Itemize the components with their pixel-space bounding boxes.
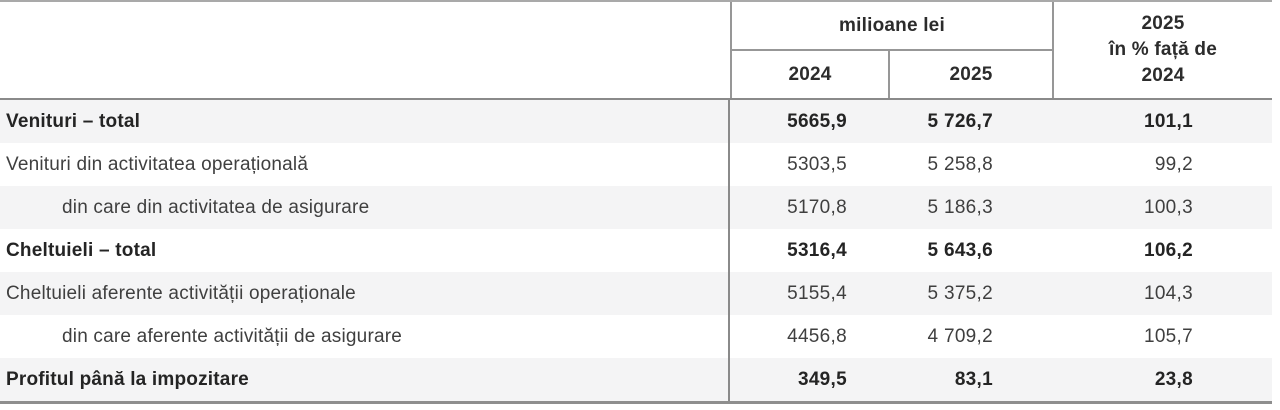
table-row-venituri-operationala: Venituri din activitatea operațională 53… xyxy=(0,143,1272,186)
table-row-venituri-asigurare: din care din activitatea de asigurare 51… xyxy=(0,186,1272,229)
row-label: Cheltuieli aferente activității operațio… xyxy=(0,272,730,315)
row-label: Venituri din activitatea operațională xyxy=(0,143,730,186)
header-col-percent: 2025 în % față de 2024 xyxy=(1052,2,1272,98)
value-percent: 101,1 xyxy=(1143,110,1193,132)
row-label: Cheltuieli – total xyxy=(0,229,730,272)
header-corner-cell xyxy=(0,2,730,98)
value-2025: 5 375,2 xyxy=(927,282,993,304)
value-2024: 5665,9 xyxy=(787,110,847,132)
table-row-cheltuieli-asigurare: din care aferente activității de asigura… xyxy=(0,315,1272,358)
table-row-cheltuieli-total: Cheltuieli – total 5316,4 5 643,6 106,2 xyxy=(0,229,1272,272)
financial-table: milioane lei 2024 2025 2025 în % față de… xyxy=(0,0,1272,404)
row-label: Profitul până la impozitare xyxy=(0,358,730,401)
value-2025: 5 258,8 xyxy=(927,153,993,175)
value-2025: 4 709,2 xyxy=(927,325,993,347)
header-milioane-lei-label: milioane lei xyxy=(732,2,1052,51)
value-percent: 105,7 xyxy=(1143,325,1193,347)
value-percent: 23,8 xyxy=(1154,368,1193,390)
value-2024: 5303,5 xyxy=(787,153,847,175)
value-2024: 5155,4 xyxy=(787,282,847,304)
header-year-row: 2024 2025 xyxy=(732,51,1052,98)
header-percent-line3: 2024 xyxy=(1141,65,1185,86)
table-row-cheltuieli-operationala: Cheltuieli aferente activității operațio… xyxy=(0,272,1272,315)
value-2025: 5 186,3 xyxy=(927,196,993,218)
value-percent: 106,2 xyxy=(1143,239,1193,261)
value-percent: 100,3 xyxy=(1143,196,1193,218)
header-percent-line2: în % față de xyxy=(1109,39,1217,60)
table-row-profit: Profitul până la impozitare 349,5 83,1 2… xyxy=(0,358,1272,401)
value-2025: 5 643,6 xyxy=(927,239,993,261)
value-2025: 5 726,7 xyxy=(927,110,993,132)
value-percent: 99,2 xyxy=(1154,153,1193,175)
value-2024: 349,5 xyxy=(797,368,847,390)
value-2024: 5316,4 xyxy=(787,239,847,261)
value-2024: 4456,8 xyxy=(787,325,847,347)
row-label: Venituri – total xyxy=(0,100,730,143)
header-group-milioane-lei: milioane lei 2024 2025 xyxy=(730,2,1052,98)
table-header: milioane lei 2024 2025 2025 în % față de… xyxy=(0,2,1272,100)
row-label: din care aferente activității de asigura… xyxy=(0,315,730,358)
value-percent: 104,3 xyxy=(1143,282,1193,304)
value-2024: 5170,8 xyxy=(787,196,847,218)
header-col-2024: 2024 xyxy=(788,63,832,85)
value-2025: 83,1 xyxy=(954,368,993,390)
header-percent-line1: 2025 xyxy=(1141,13,1185,34)
table-row-venituri-total: Venituri – total 5665,9 5 726,7 101,1 xyxy=(0,100,1272,143)
header-col-2025: 2025 xyxy=(888,51,1052,98)
row-label: din care din activitatea de asigurare xyxy=(0,186,730,229)
